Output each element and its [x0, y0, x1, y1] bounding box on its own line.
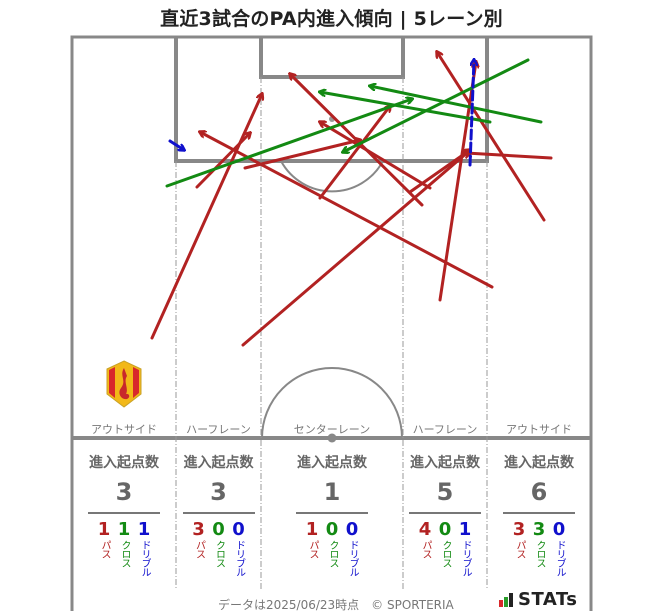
dribble-count: 0 [345, 519, 359, 540]
cross-count: 0 [212, 519, 225, 540]
pass-arrow [320, 122, 432, 190]
pass-arrow [150, 94, 262, 340]
pass-count: 3 [192, 519, 205, 540]
entry-count-label: 進入起点数 [183, 455, 254, 471]
lane-dividers [175, 77, 488, 590]
dribble-count: 0 [232, 519, 245, 540]
bar-chart-icon [499, 592, 513, 607]
lane-label-right-outside: アウトサイド [506, 423, 572, 436]
cross-arrow [165, 99, 412, 188]
lane-label-left-outside: アウトサイド [91, 423, 157, 436]
divider [409, 512, 481, 514]
pass-count: 1 [97, 519, 111, 540]
pass-label: パス [99, 540, 110, 558]
divider [296, 512, 368, 514]
entry-count-total: 1 [323, 478, 341, 506]
pass-label: パス [307, 540, 318, 558]
pass-count: 4 [418, 519, 432, 540]
dribble-label: ドリブル [233, 540, 245, 576]
data-date-footer: データは2025/06/23時点 © SPORTERIA [218, 598, 454, 612]
cross-count: 1 [117, 519, 131, 540]
pitch-lines [70, 35, 593, 611]
dribble-label: ドリブル [347, 540, 358, 576]
pass-label: パス [420, 540, 431, 558]
entry-count-label: 進入起点数 [297, 455, 367, 471]
lane-stats-center: 進入起点数 1 1 パス 0 クロス 0 ドリブル [261, 452, 403, 576]
stats-brand-logo: STATs [498, 589, 577, 610]
divider [503, 512, 575, 514]
dribble-label: ドリブル [460, 540, 471, 576]
dribble-count: 0 [552, 519, 566, 540]
pass-label: パス [514, 540, 525, 558]
pass-arrow [438, 62, 476, 302]
cross-arrow [370, 86, 543, 124]
dribble-count: 1 [137, 519, 151, 540]
pass-arrow [437, 52, 546, 222]
brand-text: STATs [518, 589, 578, 610]
cross-count: 0 [438, 519, 452, 540]
lane-stats-right-halfspace: 進入起点数 5 4 パス 0 クロス 1 ドリブル [403, 452, 487, 576]
pass-count: 1 [305, 519, 319, 540]
pass-arrow [200, 132, 494, 289]
lane-label-left-halfspace: ハーフレーン [186, 423, 251, 436]
entry-count-total: 3 [115, 478, 133, 506]
cross-count: 0 [325, 519, 339, 540]
chart-title: 直近3試合のPA内進入傾向 | 5レーン別 [160, 8, 503, 30]
entry-count-total: 6 [530, 478, 548, 506]
divider [88, 512, 160, 514]
divider [182, 512, 255, 514]
entry-count-total: 3 [210, 478, 227, 506]
cross-count: 3 [532, 519, 546, 540]
pass-arrow [408, 150, 470, 194]
entry-count-total: 5 [436, 478, 454, 506]
cross-arrow [343, 58, 530, 152]
cross-arrow [320, 92, 492, 124]
lane-label-right-halfspace: ハーフレーン [412, 423, 478, 436]
cross-label: クロス [213, 540, 225, 567]
dribble-label: ドリブル [554, 540, 565, 576]
dribble-arrow [168, 139, 184, 150]
team-crest-icon [106, 360, 142, 408]
cross-label: クロス [534, 540, 545, 567]
pass-arrow [290, 74, 424, 207]
pass-arrow [195, 133, 250, 189]
dribble-count: 1 [458, 519, 472, 540]
entry-count-label: 進入起点数 [89, 455, 159, 471]
lane-stats-right-outside: 進入起点数 6 3 パス 3 クロス 0 ドリブル [487, 452, 591, 576]
cross-label: クロス [327, 540, 338, 567]
entry-arrows [150, 52, 553, 347]
pass-arrow [241, 152, 468, 347]
entry-count-label: 進入起点数 [410, 455, 480, 471]
cross-label: クロス [119, 540, 130, 567]
dribble-label: ドリブル [139, 540, 150, 576]
cross-label: クロス [440, 540, 451, 567]
lane-label-center: センターレーン [293, 423, 371, 436]
pass-arrow [318, 106, 390, 200]
pass-count: 3 [512, 519, 526, 540]
pass-arrow [243, 140, 360, 170]
pass-arrow [466, 153, 553, 160]
entry-count-label: 進入起点数 [504, 455, 574, 471]
lane-stats-left-outside: 進入起点数 3 1 パス 1 クロス 1 ドリブル [72, 452, 176, 576]
dribble-arrow [468, 60, 474, 167]
pass-label: パス [193, 540, 205, 558]
lane-stats-left-halfspace: 進入起点数 3 3 パス 0 クロス 0 ドリブル [176, 452, 261, 576]
